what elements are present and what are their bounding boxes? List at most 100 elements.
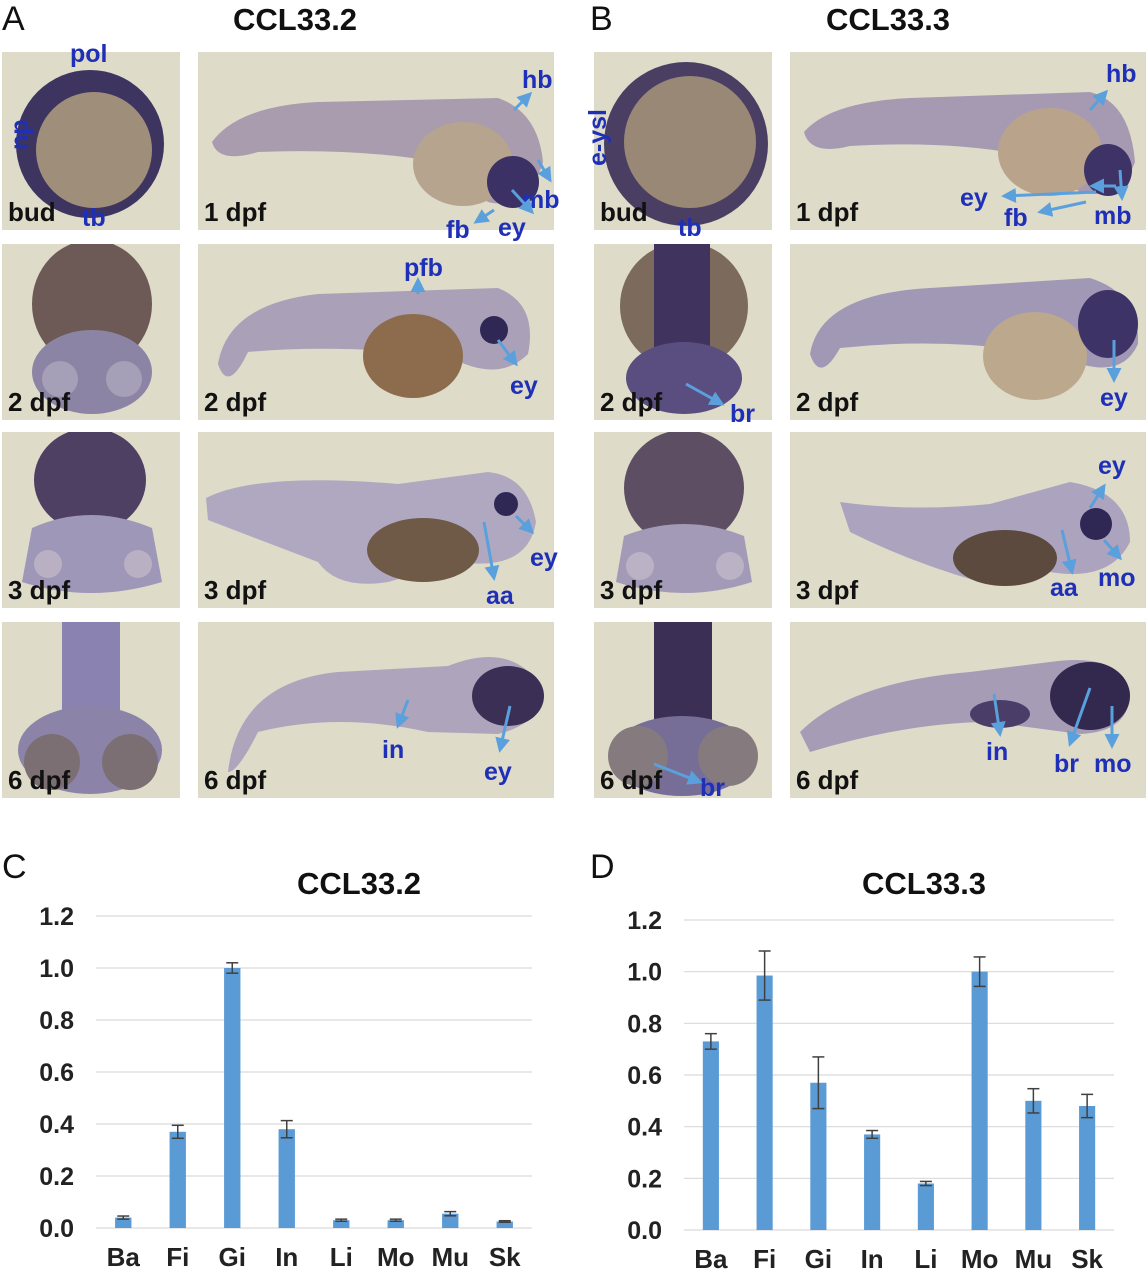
x-tick-label: Ba — [107, 1242, 141, 1272]
label-aa: aa — [1050, 574, 1078, 602]
label-fb: fb — [1004, 204, 1028, 232]
x-tick-label: Mu — [1015, 1244, 1053, 1274]
label-pol: pol — [70, 40, 108, 68]
image-a-6dpf-ventral: 6 dpf — [2, 622, 180, 798]
image-a-2dpf: 2 dpf — [198, 244, 554, 420]
label-ey: ey — [1098, 452, 1126, 480]
embryo-3dpf-ventral-illustration — [22, 432, 162, 593]
panel-letter-b: B — [590, 0, 613, 38]
image-b-2dpf: 2 dpf — [790, 244, 1146, 420]
bar-in — [278, 1129, 295, 1228]
label-aa: aa — [486, 582, 514, 610]
y-tick-label: 0.4 — [39, 1111, 74, 1139]
label-e-ysl: e-ysl — [584, 109, 612, 166]
stage-label: 6 dpf — [796, 765, 859, 795]
label-br: br — [700, 774, 725, 802]
stage-label: 2 dpf — [204, 387, 267, 417]
label-mo: mo — [1094, 750, 1132, 778]
label-ey: ey — [484, 758, 512, 786]
embryo-6dpf-illustration — [228, 657, 544, 772]
y-tick-label: 0.8 — [39, 1007, 74, 1035]
panel-d-title: CCL33.3 — [862, 866, 987, 901]
x-tick-label: Mu — [431, 1242, 469, 1272]
image-a-6dpf: 6 dpf — [198, 622, 554, 798]
label-ey: ey — [510, 372, 538, 400]
label-in: in — [986, 738, 1009, 766]
label-br: br — [1054, 750, 1079, 778]
embryo-3dpf-ventral-illustration — [616, 432, 752, 593]
x-tick-label: Gi — [805, 1244, 832, 1274]
bar-sk — [496, 1221, 513, 1228]
stage-label: 2 dpf — [8, 387, 71, 417]
label-hb: hb — [1106, 60, 1137, 88]
label-tb: tb — [82, 204, 106, 232]
y-tick-label: 0.6 — [39, 1059, 74, 1087]
y-tick-label: 1.0 — [39, 955, 74, 983]
x-tick-label: Fi — [166, 1242, 189, 1272]
x-tick-label: Fi — [753, 1244, 776, 1274]
y-tick-label: 1.2 — [627, 907, 662, 935]
x-tick-label: In — [861, 1244, 884, 1274]
stage-label: 3 dpf — [600, 575, 663, 605]
label-mo: mo — [1098, 564, 1136, 592]
stage-label: 3 dpf — [204, 575, 267, 605]
stage-label: 1 dpf — [796, 197, 859, 227]
x-tick-label: Sk — [489, 1242, 521, 1272]
panel-a-title: CCL33.2 — [233, 2, 358, 37]
x-tick-label: Mo — [961, 1244, 999, 1274]
stage-label: 6 dpf — [600, 765, 663, 795]
bar-ba — [702, 1041, 719, 1230]
label-ey: ey — [1100, 384, 1128, 412]
bar-mo — [971, 971, 988, 1230]
x-tick-label: Mo — [377, 1242, 415, 1272]
embryo-1dpf-illustration — [212, 98, 543, 208]
y-tick-label: 1.2 — [39, 903, 74, 931]
embryo-2dpf-ventral-illustration — [32, 244, 152, 414]
y-tick-label: 0.2 — [627, 1165, 662, 1193]
image-a-1dpf: 1 dpf — [198, 52, 554, 230]
label-mb: mb — [1094, 202, 1132, 230]
embryo-3dpf-illustration — [840, 482, 1130, 586]
x-tick-label: Gi — [219, 1242, 246, 1272]
panel-letter-d: D — [590, 848, 615, 886]
image-b-6dpf-ventral: 6 dpf — [594, 622, 772, 798]
label-ey: ey — [530, 544, 558, 572]
bar-li — [917, 1183, 934, 1230]
stage-label: 2 dpf — [600, 387, 663, 417]
bar-ba — [115, 1217, 132, 1228]
embryo-6dpf-ventral-illustration — [18, 622, 162, 794]
stage-label: bud — [600, 197, 648, 227]
x-tick-label: Sk — [1071, 1244, 1103, 1274]
label-br: br — [730, 400, 755, 428]
stage-label: 6 dpf — [8, 765, 71, 795]
bar-fi — [169, 1131, 186, 1228]
embryo-2dpf-illustration — [810, 278, 1139, 400]
panel-c-title: CCL33.2 — [297, 866, 422, 901]
bar-gi — [224, 968, 241, 1228]
bar-mu — [1025, 1100, 1042, 1230]
y-tick-label: 0.6 — [627, 1062, 662, 1090]
label-pfb: pfb — [404, 254, 443, 282]
y-tick-label: 0.2 — [39, 1163, 74, 1191]
label-in: in — [382, 736, 405, 764]
chart-ccl33-3: 0.0 0.2 0.4 0.6 0.8 1.0 1.2 Ba Fi Gi In Li Mo Mu Sk — [627, 907, 1114, 1274]
bar-mu — [442, 1213, 459, 1228]
image-a-3dpf-ventral: 3 dpf — [2, 432, 180, 608]
image-b-bud: bud — [594, 52, 772, 230]
bar-mo — [387, 1220, 404, 1228]
embryo-6dpf-ventral-illustration — [608, 622, 758, 796]
stage-label: 2 dpf — [796, 387, 859, 417]
label-ey: ey — [960, 184, 988, 212]
image-b-3dpf: 3 dpf — [790, 432, 1146, 608]
bar-sk — [1079, 1106, 1096, 1230]
y-tick-label: 0.0 — [627, 1217, 662, 1245]
image-b-6dpf: 6 dpf — [790, 622, 1146, 798]
x-tick-label: Ba — [694, 1244, 728, 1274]
y-tick-label: 1.0 — [627, 959, 662, 987]
embryo-2dpf-illustration — [218, 288, 530, 398]
x-tick-label: Li — [914, 1244, 937, 1274]
embryo-3dpf-illustration — [206, 472, 536, 584]
bar-li — [333, 1220, 350, 1228]
y-tick-label: 0.4 — [627, 1114, 662, 1142]
label-ey: ey — [498, 214, 526, 242]
